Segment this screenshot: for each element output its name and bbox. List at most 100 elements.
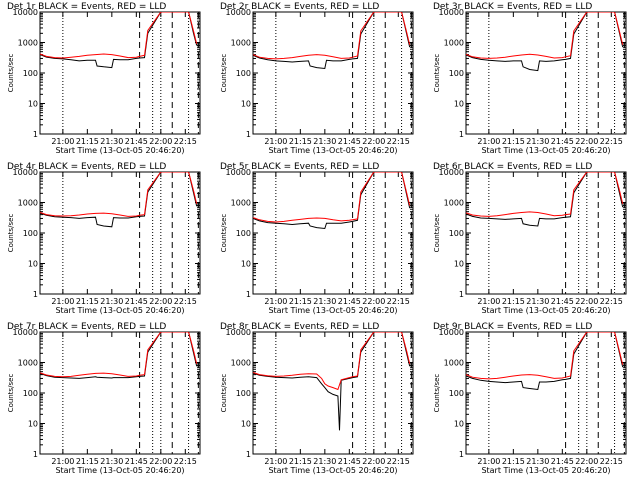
series-line-events: [253, 332, 411, 431]
series-line-events: [466, 12, 624, 72]
x-axis-label: Start Time (13-Oct-05 20:46:20): [268, 466, 397, 475]
y-tick-label: 10: [28, 100, 38, 109]
x-tick-label: 21:30: [100, 137, 123, 146]
series-line-lld: [466, 332, 624, 380]
series-line-events: [466, 172, 624, 227]
series-group: [253, 172, 411, 230]
panel-title: Det 4r BLACK = Events, RED = LLD: [7, 162, 166, 172]
series-line-events: [40, 12, 198, 69]
x-axis-label: Start Time (13-Oct-05 20:46:20): [481, 306, 610, 315]
x-tick-label: 22:00: [362, 137, 385, 146]
y-tick-label: 100: [23, 229, 38, 238]
panel-title: Det 2r BLACK = Events, RED = LLD: [220, 2, 379, 12]
x-tick-label: 22:00: [575, 137, 598, 146]
x-tick-label: 22:00: [149, 297, 172, 306]
y-tick-label: 10000: [439, 168, 464, 177]
x-tick-label: 21:00: [477, 297, 500, 306]
y-tick-label: 1000: [231, 39, 251, 48]
y-tick-label: 10000: [439, 328, 464, 337]
y-tick-label: 1000: [231, 359, 251, 368]
x-tick-label: 21:45: [125, 137, 148, 146]
axes-frame: [465, 171, 627, 295]
x-axis-label: Start Time (13-Oct-05 20:46:20): [55, 146, 184, 155]
axes-frame: [252, 171, 414, 295]
x-tick-label: 21:45: [338, 297, 361, 306]
y-tick-label: 1000: [18, 39, 38, 48]
y-tick-label: 1: [33, 290, 38, 299]
x-tick-label: 21:30: [313, 137, 336, 146]
axes-frame: [465, 331, 627, 455]
axes-frame: [252, 11, 414, 135]
panel-title: Det 7r BLACK = Events, RED = LLD: [7, 322, 166, 332]
y-tick-label: 10: [28, 260, 38, 269]
x-tick-label: 22:15: [174, 457, 197, 466]
y-tick-label: 10000: [226, 328, 251, 337]
series-group: [40, 332, 198, 379]
x-tick-label: 21:00: [264, 297, 287, 306]
y-tick-label: 10: [454, 100, 464, 109]
series-group: [40, 12, 198, 69]
series-line-events: [253, 172, 411, 230]
y-tick-label: 1000: [444, 39, 464, 48]
x-axis-label: Start Time (13-Oct-05 20:46:20): [55, 466, 184, 475]
y-tick-label: 1: [246, 450, 251, 459]
x-tick-label: 22:15: [600, 297, 623, 306]
y-tick-label: 10: [241, 260, 251, 269]
x-tick-label: 21:00: [51, 137, 74, 146]
x-tick-label: 22:15: [174, 297, 197, 306]
axes-frame: [39, 171, 201, 295]
detector-panel: 1 10 100 1000 10000 21:00 21:15 21:30 21:45 22:00…: [7, 162, 201, 315]
y-tick-label: 100: [236, 69, 251, 78]
x-tick-label: 21:00: [51, 457, 74, 466]
panel-title: Det 8r BLACK = Events, RED = LLD: [220, 322, 379, 332]
x-tick-label: 21:30: [526, 457, 549, 466]
x-tick-label: 21:30: [313, 297, 336, 306]
series-line-lld: [253, 12, 411, 60]
x-tick-label: 21:15: [502, 457, 525, 466]
detector-panel: 1 10 100 1000 10000 21:00 21:15 21:30 21:45 22:00…: [433, 162, 627, 315]
x-axis-label: Start Time (13-Oct-05 20:46:20): [268, 306, 397, 315]
x-tick-label: 21:30: [526, 297, 549, 306]
y-tick-label: 1: [459, 450, 464, 459]
y-tick-label: 10: [28, 420, 38, 429]
detector-panel: 1 10 100 1000 10000 21:00 21:15 21:30 21:45 22:00…: [7, 2, 201, 155]
axes-frame: [39, 331, 201, 455]
detector-panel: 1 10 100 1000 10000 21:00 21:15 21:30 21:45 22:00…: [433, 2, 627, 155]
x-tick-label: 21:15: [502, 137, 525, 146]
series-line-events: [40, 172, 198, 228]
series-line-lld: [253, 332, 411, 391]
x-tick-label: 21:15: [76, 137, 99, 146]
x-tick-label: 21:45: [125, 297, 148, 306]
y-tick-label: 1: [459, 290, 464, 299]
x-tick-label: 22:00: [362, 297, 385, 306]
x-tick-label: 22:15: [600, 137, 623, 146]
x-tick-label: 22:15: [387, 457, 410, 466]
panel-title: Det 1r BLACK = Events, RED = LLD: [7, 2, 166, 12]
y-tick-label: 10000: [226, 168, 251, 177]
panel-title: Det 3r BLACK = Events, RED = LLD: [433, 2, 592, 12]
series-group: [466, 332, 624, 391]
x-tick-label: 21:15: [502, 297, 525, 306]
x-axis-label: Start Time (13-Oct-05 20:46:20): [481, 466, 610, 475]
x-tick-label: 21:30: [313, 457, 336, 466]
y-tick-label: 1: [33, 450, 38, 459]
y-tick-label: 1000: [444, 199, 464, 208]
x-tick-label: 22:00: [575, 297, 598, 306]
y-axis-label: Counts/sec: [7, 214, 15, 253]
series-group: [253, 12, 411, 70]
x-tick-label: 21:30: [100, 457, 123, 466]
x-tick-label: 21:00: [477, 457, 500, 466]
y-tick-label: 100: [449, 389, 464, 398]
series-line-lld: [40, 172, 198, 217]
y-axis-label: Counts/sec: [7, 54, 15, 93]
y-tick-label: 100: [236, 229, 251, 238]
x-tick-label: 21:30: [526, 137, 549, 146]
y-tick-label: 10000: [13, 328, 38, 337]
axes-frame: [39, 11, 201, 135]
series-line-lld: [466, 12, 624, 59]
axes-frame: [465, 11, 627, 135]
x-axis-label: Start Time (13-Oct-05 20:46:20): [481, 146, 610, 155]
y-axis-label: Counts/sec: [220, 214, 228, 253]
x-tick-label: 21:45: [551, 457, 574, 466]
